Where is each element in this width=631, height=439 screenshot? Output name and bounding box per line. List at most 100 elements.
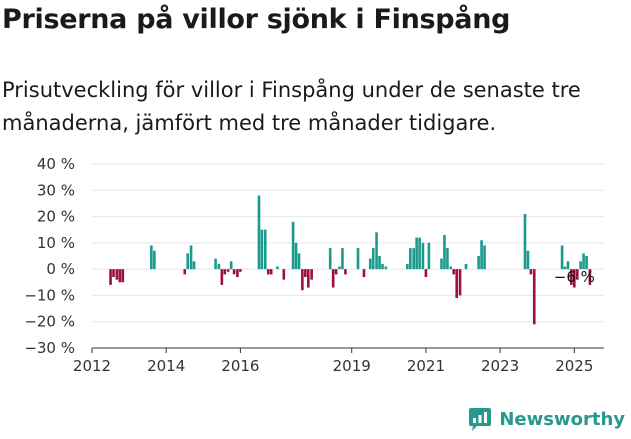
bar [232, 269, 236, 275]
bar [532, 269, 536, 325]
bar-chart: 40 % 30 % 20 % 10 % 0 % −10 % −20 % −30 %2012 20… [24, 155, 604, 375]
newsworthy-logo-icon [469, 408, 492, 431]
bar [424, 269, 428, 278]
bar [585, 256, 588, 270]
bar [412, 248, 415, 270]
bar [566, 261, 570, 270]
y-tick-label: 10 % [37, 234, 75, 252]
bar [449, 266, 453, 270]
bar [223, 269, 227, 275]
bar [368, 258, 372, 270]
brand-name: Newsworthy [499, 408, 625, 430]
bar [483, 245, 486, 270]
bar [183, 269, 187, 275]
bar [328, 248, 332, 270]
bar [266, 269, 270, 275]
bar [115, 269, 119, 280]
y-tick-label: −10 % [24, 286, 75, 304]
y-tick-label: 20 % [37, 208, 75, 226]
y-tick-label: −30 % [24, 339, 75, 357]
bar [563, 266, 567, 270]
bar [304, 269, 307, 278]
bar [192, 261, 196, 270]
bar [381, 263, 384, 270]
bar [573, 269, 576, 288]
bar [260, 229, 264, 270]
bar [236, 269, 239, 278]
bar [112, 269, 115, 278]
bar [282, 269, 286, 280]
bar [464, 263, 468, 270]
bar [415, 237, 418, 270]
bar [334, 269, 338, 275]
bar [427, 242, 431, 270]
bar [362, 269, 366, 278]
bar [189, 245, 193, 270]
bar [301, 269, 304, 291]
x-tick-label: 2016 [221, 357, 259, 375]
bar [356, 248, 360, 270]
y-tick-label: −20 % [24, 313, 75, 331]
bar [526, 250, 530, 270]
bar [455, 269, 459, 299]
bar [409, 248, 412, 270]
latest-value-label: −6 % [554, 268, 595, 286]
grid-lines [92, 163, 604, 349]
bar [477, 256, 480, 270]
bar [229, 261, 233, 270]
bar [276, 266, 279, 270]
bar [331, 269, 335, 288]
bar [418, 237, 421, 270]
bar [375, 232, 378, 270]
bar [588, 269, 592, 285]
x-tick-label: 2025 [555, 357, 593, 375]
bar [294, 242, 298, 270]
bar [297, 253, 301, 270]
bar [118, 269, 122, 283]
bar [344, 269, 347, 275]
bars [109, 195, 592, 325]
bar [186, 253, 190, 270]
bar [338, 266, 341, 270]
bar [150, 245, 153, 270]
bar [560, 245, 564, 270]
bar [220, 269, 224, 285]
bar [257, 195, 261, 270]
bar [378, 256, 381, 270]
bar [310, 269, 313, 280]
newsworthy-brand: Newsworthy [467, 406, 625, 432]
bar [579, 261, 582, 270]
bar [406, 263, 409, 270]
chart-subtitle: Prisutveckling för villor i Finspång und… [2, 78, 581, 135]
bar [458, 269, 462, 296]
bar [239, 269, 242, 272]
bar [153, 250, 156, 270]
bar [109, 269, 112, 285]
bar [452, 269, 456, 275]
bar [384, 266, 388, 270]
bar [214, 258, 217, 270]
bar [443, 234, 446, 270]
chart-title: Priserna på villor sjönk i Finspång [2, 4, 511, 35]
bar [575, 269, 579, 280]
bar [440, 258, 443, 270]
bar [121, 269, 125, 283]
bar [341, 248, 344, 270]
bar [529, 269, 533, 275]
bar [582, 253, 585, 270]
bar [226, 269, 230, 272]
bar [291, 221, 295, 270]
x-tick-label: 2014 [147, 357, 185, 375]
bar [570, 269, 573, 285]
bar [523, 213, 527, 270]
y-tick-label: 30 % [37, 181, 75, 199]
bar [263, 229, 267, 270]
y-tick-label: 0 % [46, 260, 75, 278]
bar [307, 269, 310, 288]
x-tick-label: 2019 [333, 357, 371, 375]
bar [269, 269, 273, 275]
bar [217, 263, 221, 270]
x-tick-label: 2012 [73, 357, 111, 375]
y-tick-label: 40 % [37, 155, 75, 173]
bar [371, 248, 375, 270]
